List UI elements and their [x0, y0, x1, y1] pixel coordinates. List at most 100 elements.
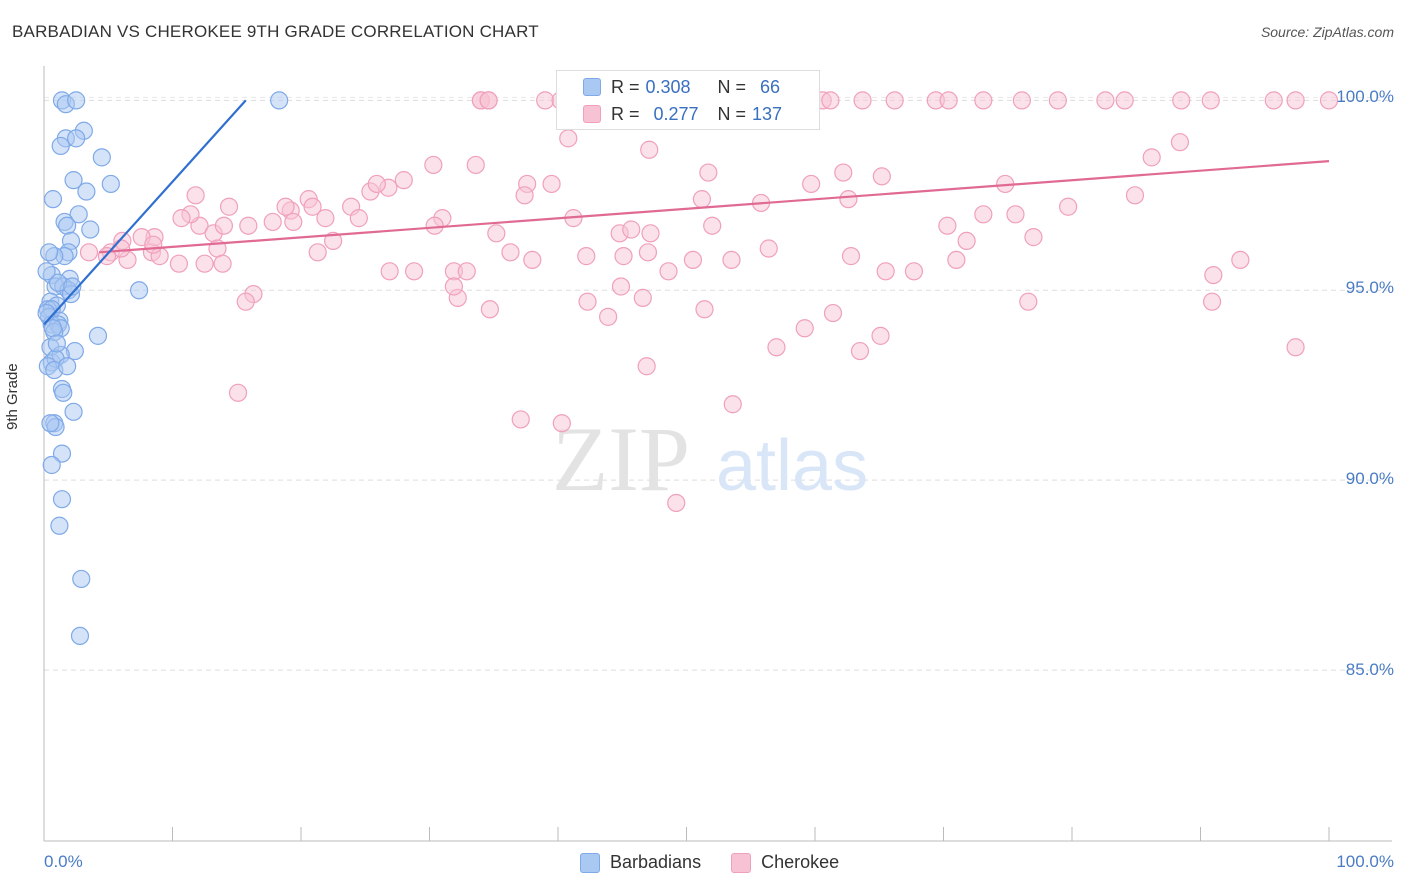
- data-point: [64, 402, 83, 421]
- data-point: [394, 171, 413, 190]
- data-point: [172, 209, 191, 228]
- axes: [43, 66, 1392, 842]
- chart-source: Source: ZipAtlas.com: [1260, 24, 1394, 40]
- pink-square-icon: [731, 852, 752, 873]
- data-point: [58, 357, 77, 376]
- data-point: [54, 383, 73, 402]
- legend-row-barbadians: R = 0.308 N = 66: [583, 75, 780, 99]
- data-point: [186, 186, 205, 205]
- r-label: R =: [611, 103, 640, 124]
- data-point: [67, 91, 86, 110]
- data-point: [40, 243, 59, 262]
- barbadians-points: [37, 91, 289, 646]
- data-point: [276, 197, 295, 216]
- data-point: [759, 239, 778, 258]
- data-point: [640, 140, 659, 159]
- data-point: [622, 220, 641, 239]
- data-point: [228, 383, 248, 402]
- data-point: [270, 91, 289, 110]
- data-point: [841, 247, 861, 266]
- data-point: [536, 91, 555, 110]
- y-tick-100: 100.0%: [1336, 87, 1394, 106]
- data-point: [479, 91, 498, 110]
- data-point: [723, 395, 742, 414]
- data-point: [872, 167, 891, 186]
- data-point: [239, 216, 258, 235]
- data-point: [457, 262, 476, 281]
- r-label: R =: [611, 76, 640, 97]
- chart-title: BARBADIAN VS CHEROKEE 9TH GRADE CORRELAT…: [12, 22, 539, 41]
- data-point: [939, 91, 958, 110]
- data-point: [63, 277, 82, 296]
- data-point: [802, 174, 821, 194]
- data-point: [1006, 205, 1025, 224]
- y-tick-95: 95.0%: [1345, 278, 1394, 297]
- data-point: [380, 262, 399, 281]
- legend-item-barbadians: Barbadians: [580, 852, 701, 873]
- data-point: [904, 262, 924, 281]
- data-point: [308, 243, 327, 262]
- data-point: [552, 414, 571, 433]
- data-point: [213, 254, 232, 273]
- data-point: [1019, 292, 1038, 311]
- data-point: [67, 129, 86, 148]
- data-point: [839, 190, 858, 209]
- cherokee-points: [79, 91, 1339, 513]
- data-point: [614, 247, 633, 266]
- trend-line-barbadians: [43, 99, 247, 326]
- data-point: [1125, 186, 1145, 205]
- data-point: [577, 247, 596, 266]
- data-point: [349, 209, 368, 228]
- data-point: [303, 197, 322, 216]
- data-point: [43, 190, 63, 209]
- data-point: [144, 235, 163, 254]
- data-point: [1048, 91, 1067, 110]
- x-tick-min: 0.0%: [44, 852, 83, 871]
- y-tick-90: 90.0%: [1345, 469, 1394, 488]
- data-point: [480, 300, 499, 319]
- data-point: [1170, 133, 1190, 152]
- data-point: [683, 250, 703, 270]
- data-point: [515, 186, 534, 205]
- data-point: [1319, 91, 1339, 110]
- data-point: [692, 190, 712, 209]
- y-axis-label: 9th Grade: [4, 363, 21, 430]
- data-point: [885, 91, 904, 110]
- data-point: [823, 303, 843, 323]
- data-point: [466, 155, 485, 175]
- data-point: [404, 262, 424, 281]
- data-point: [487, 224, 506, 243]
- data-point: [1096, 91, 1115, 110]
- data-point: [1012, 91, 1031, 110]
- data-point: [52, 444, 72, 463]
- data-point: [659, 262, 678, 281]
- data-point: [974, 91, 993, 110]
- blue-square-icon: [580, 852, 600, 873]
- n-value: 137: [752, 103, 783, 124]
- trend-line-cherokee: [99, 160, 1330, 254]
- data-point: [129, 281, 149, 300]
- data-point: [638, 243, 658, 262]
- data-point: [523, 250, 542, 270]
- data-point: [195, 254, 214, 273]
- r-value: 0.308: [645, 76, 691, 97]
- legend-label-cherokee: Cherokee: [761, 852, 840, 872]
- data-point: [667, 493, 686, 513]
- data-point: [367, 174, 386, 194]
- legend-row-cherokee: R = 0.277 N = 137: [583, 102, 782, 126]
- watermark-zip: ZIP: [552, 408, 690, 510]
- r-value: 0.277: [653, 103, 699, 124]
- data-point: [1201, 91, 1220, 110]
- data-point: [641, 224, 660, 243]
- y-tick-85: 85.0%: [1345, 660, 1394, 679]
- data-point: [37, 262, 56, 281]
- data-point: [559, 129, 578, 148]
- data-point: [637, 357, 656, 376]
- data-point: [834, 163, 853, 182]
- data-point: [1286, 91, 1305, 110]
- data-point: [611, 277, 631, 296]
- data-point: [214, 216, 233, 235]
- data-point: [263, 212, 282, 232]
- data-point: [578, 292, 597, 311]
